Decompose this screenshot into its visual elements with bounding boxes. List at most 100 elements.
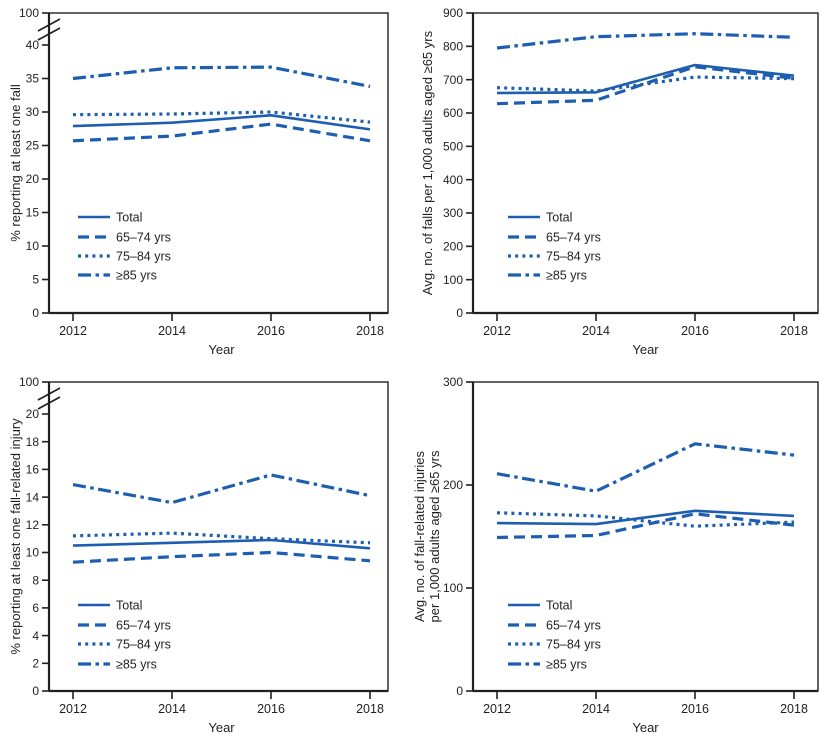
x-tick-label: 2018: [780, 324, 808, 338]
legend-label: 65–74 yrs: [116, 619, 171, 633]
axis-break-slash: [37, 18, 61, 32]
legend-label: 65–74 yrs: [116, 231, 171, 245]
x-tick-label: 2014: [582, 702, 610, 716]
legend-label: 75–84 yrs: [116, 250, 171, 264]
legend: Total 65–74 yrs 75–84 yrs ≥85 yrs: [508, 211, 601, 283]
y-top-tick-label: 100: [19, 375, 39, 389]
legend-label: ≥85 yrs: [116, 269, 157, 283]
x-axis-title: Year: [208, 342, 235, 357]
panel-percent-fall-related-injury: 0 2 4 6 8 10 12 14 16 18 20 100 2012 2014 2016 2018 Year…: [0, 370, 414, 740]
legend: Total 65–74 yrs 75–84 yrs ≥85 yrs: [78, 211, 171, 283]
legend-label: ≥85 yrs: [546, 658, 587, 672]
y-tick-label: 0: [456, 306, 463, 320]
y-axis-title: Avg. no. of fall-related injuries: [414, 450, 427, 622]
y-tick-label: 300: [443, 206, 463, 220]
series-line-dotted: [72, 110, 371, 124]
legend-label: 75–84 yrs: [546, 638, 601, 652]
legend-label: Total: [546, 599, 572, 613]
legend-label: ≥85 yrs: [546, 269, 587, 283]
y-tick-label: 400: [443, 173, 463, 187]
x-tick-label: 2018: [780, 702, 808, 716]
chart-avg-fall-related-injuries-per-1000: 0 100 200 300 2012 2014 2016 2018 Year Avg. no. o…: [414, 375, 819, 735]
legend-label: 75–84 yrs: [116, 638, 171, 652]
y-tick-label: 25: [26, 139, 40, 153]
panel-avg-falls-per-1000: 0 100 200 300 400 500 600 700 800 900 2012 2014 2016…: [414, 0, 828, 370]
series-line-solid: [72, 114, 371, 131]
panel-percent-one-fall: 0 5 10 15 20 25 30 35 40 100 2012 2014 2016 2018 Year%…: [0, 0, 414, 370]
legend-label: Total: [546, 211, 572, 225]
series-line-dashed: [72, 122, 371, 143]
y-tick-label: 0: [32, 306, 39, 320]
y-tick-label: 8: [32, 573, 39, 587]
legend-label: Total: [116, 211, 142, 225]
chart-percent-fall-related-injury: 0 2 4 6 8 10 12 14 16 18 20 100 2012 2014 2016 2018 Year…: [8, 375, 389, 735]
legend-label: 65–74 yrs: [546, 231, 601, 245]
x-tick-label: 2018: [356, 702, 384, 716]
series-line-dashed: [496, 65, 795, 106]
y-tick-label: 800: [443, 40, 463, 54]
y-tick-label: 15: [26, 206, 40, 220]
series-line-dashed: [72, 550, 371, 564]
legend: Total 65–74 yrs 75–84 yrs ≥85 yrs: [508, 599, 601, 672]
series-line-dashdot: [72, 473, 371, 505]
series-line-dotted: [72, 531, 371, 545]
y-tick-label: 200: [443, 478, 463, 492]
x-tick-label: 2012: [483, 702, 511, 716]
plot-border: [48, 12, 389, 314]
y-axis-title: % reporting at least one fall-related in…: [8, 418, 23, 655]
panel-avg-fall-related-injuries-per-1000: 0 100 200 300 2012 2014 2016 2018 Year Avg. no. o…: [414, 370, 828, 740]
series-line-solid: [72, 538, 371, 550]
y-axis-title: % reporting at least one fall: [8, 84, 23, 242]
y-tick-label: 5: [32, 273, 39, 287]
y-tick-label: 0: [32, 684, 39, 698]
y-tick-label: 12: [26, 518, 40, 532]
chart-avg-falls-per-1000: 0 100 200 300 400 500 600 700 800 900 2012 2014 2016…: [420, 6, 819, 357]
y-tick-label: 14: [26, 490, 40, 504]
legend-label: ≥85 yrs: [116, 658, 157, 672]
x-tick-label: 2014: [582, 324, 610, 338]
y-tick-label: 35: [26, 72, 40, 86]
y-tick-label: 18: [26, 435, 40, 449]
series-line-dashdot: [496, 32, 795, 50]
y-top-tick-label: 100: [19, 6, 39, 20]
y-tick-label: 16: [26, 463, 40, 477]
x-axis-title: Year: [632, 342, 659, 357]
y-tick-label: 100: [443, 273, 463, 287]
y-tick-label: 100: [443, 581, 463, 595]
x-tick-label: 2016: [257, 324, 285, 338]
y-tick-label: 200: [443, 240, 463, 254]
x-tick-label: 2018: [356, 324, 384, 338]
x-axis-title: Year: [208, 720, 235, 735]
y-tick-label: 700: [443, 73, 463, 87]
series-line-dashdot: [496, 442, 795, 493]
y-tick-label: 40: [26, 38, 40, 52]
chart-percent-one-fall: 0 5 10 15 20 25 30 35 40 100 2012 2014 2016 2018 Year%…: [8, 6, 389, 357]
legend-label: Total: [116, 599, 142, 613]
y-axis-title: Avg. no. of falls per 1,000 adults aged …: [420, 30, 435, 295]
legend-label: 75–84 yrs: [546, 250, 601, 264]
y-tick-label: 4: [32, 629, 39, 643]
y-tick-label: 20: [26, 172, 40, 186]
x-tick-label: 2016: [681, 702, 709, 716]
y-tick-label: 6: [32, 601, 39, 615]
series-line-solid: [496, 509, 795, 526]
plot-border: [472, 12, 819, 314]
x-tick-label: 2016: [257, 702, 285, 716]
x-tick-label: 2012: [59, 324, 87, 338]
axis-break-slash: [37, 387, 61, 401]
x-tick-label: 2012: [483, 324, 511, 338]
axis-break-slash: [37, 27, 61, 41]
y-tick-label: 300: [443, 375, 463, 389]
x-tick-label: 2012: [59, 702, 87, 716]
x-tick-label: 2014: [158, 702, 186, 716]
series-line-solid: [496, 63, 795, 95]
y-tick-label: 10: [26, 546, 40, 560]
legend-label: 65–74 yrs: [546, 619, 601, 633]
x-axis-title: Year: [632, 720, 659, 735]
y-tick-label: 0: [456, 684, 463, 698]
x-tick-label: 2014: [158, 324, 186, 338]
y-tick-label: 600: [443, 106, 463, 120]
axis-break-slash: [37, 396, 61, 410]
y-tick-label: 2: [32, 657, 39, 671]
